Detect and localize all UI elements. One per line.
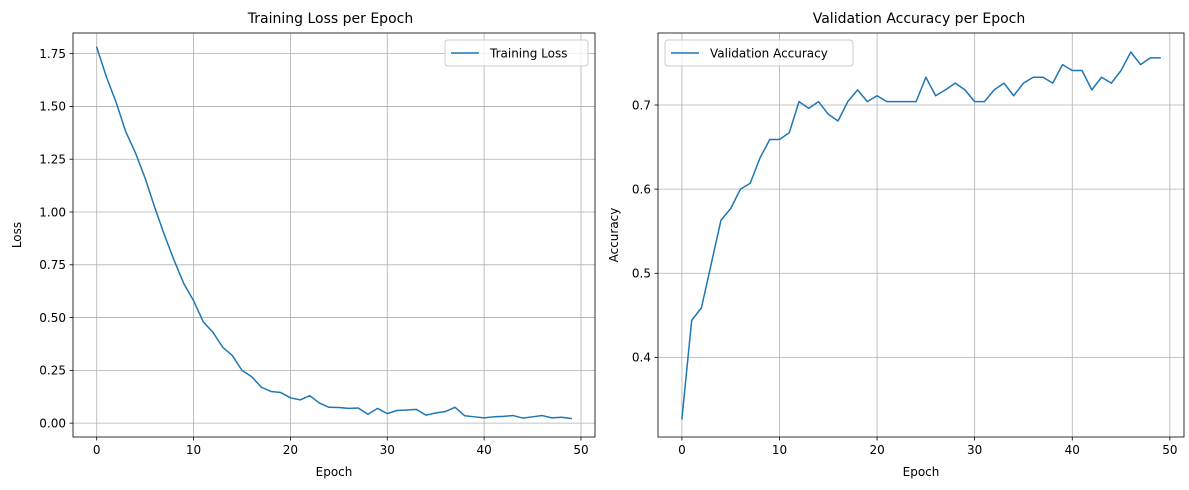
y-tick-label: 0.4 [632,351,651,365]
y-tick-label: 0.7 [632,98,651,112]
tick-layer: 0 10 20 30 40 50 0.00 0.25 0.50 0.75 1.00 1.25 1.50 1… [39,47,588,457]
x-tick-label: 30 [380,443,395,457]
series-line [681,51,1161,420]
chart-title: Training Loss per Epoch [247,11,413,27]
x-tick-label: 40 [1065,443,1080,457]
series-layer [95,46,573,420]
x-tick-label: 10 [772,443,787,457]
chart-title: Validation Accuracy per Epoch [813,11,1026,27]
x-tick-label: 30 [967,443,982,457]
legend: Training Loss [444,39,589,67]
x-tick-label: 20 [869,443,884,457]
x-tick-label: 40 [476,443,491,457]
plot-frame [72,32,596,438]
y-tick-label: 0.6 [632,182,651,196]
y-tick-label: 1.25 [39,153,66,167]
tick-layer: 0 10 20 30 40 50 0.4 0.5 0.6 0.7 [632,98,1178,457]
y-tick-label: 1.00 [39,205,66,219]
x-tick-label: 10 [186,443,201,457]
y-axis-label: Accuracy [607,208,621,263]
chart-training-loss: Training Loss per Epoch 0 10 20 30 40 500.000… [10,11,596,479]
legend: Validation Accuracy [664,39,854,67]
legend-box [664,39,854,67]
x-tick-label: 50 [573,443,588,457]
x-axis-label: Epoch [903,465,940,479]
x-tick-label: 20 [283,443,298,457]
legend-box [444,39,589,67]
x-tick-label: 50 [1162,443,1177,457]
series-line [95,46,573,420]
legend-label: Validation Accuracy [710,47,828,61]
y-tick-label: 1.50 [39,100,66,114]
y-tick-label: 0.50 [39,311,66,325]
legend-label: Training Loss [489,47,567,61]
x-tick-label: 0 [678,443,686,457]
series-layer [681,51,1161,420]
y-tick-label: 0.5 [632,267,651,281]
x-tick-label: 0 [93,443,101,457]
grid-layer [658,33,1184,437]
y-tick-label: 1.75 [39,47,66,61]
y-tick-label: 0.75 [39,258,66,272]
y-tick-label: 0.25 [39,364,66,378]
x-axis-label: Epoch [316,465,353,479]
y-axis-label: Loss [10,222,24,248]
chart-validation-accuracy: Validation Accuracy per Epoch 0 10 20 30 40 5… [607,11,1185,479]
grid-layer [73,33,595,437]
plot-frame [657,32,1185,438]
y-tick-label: 0.00 [39,416,66,430]
